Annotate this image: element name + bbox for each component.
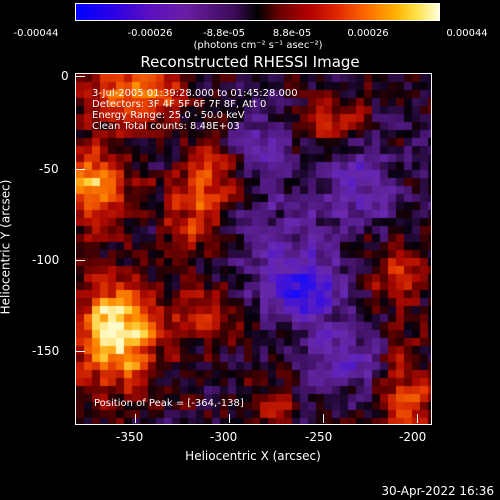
x-tick-mark bbox=[229, 414, 230, 423]
y-tick-label: -150 bbox=[32, 344, 60, 358]
x-axis-label: Heliocentric X (arcsec) bbox=[185, 449, 321, 463]
colorbar-tick: -0.00044 bbox=[13, 28, 59, 39]
y-tick-mark bbox=[76, 351, 85, 352]
colorbar-tick: 0.00044 bbox=[446, 28, 488, 39]
time-range-label: 3-Jul-2005 01:39:28.000 to 01:45:28.000 bbox=[92, 88, 298, 99]
y-tick-label: -100 bbox=[32, 253, 60, 267]
colorbar-tick: 0.00026 bbox=[347, 28, 389, 39]
colorbar-gradient bbox=[75, 3, 440, 21]
y-tick-label: -50 bbox=[39, 162, 59, 176]
x-tick-mark bbox=[323, 414, 324, 423]
clean-counts-label: Clean Total counts: 8.48E+03 bbox=[92, 121, 240, 132]
energy-range-label: Energy Range: 25.0 - 50.0 keV bbox=[92, 110, 245, 121]
image-title: Reconstructed RHESSI Image bbox=[140, 53, 360, 71]
x-tick-mark bbox=[135, 414, 136, 423]
detectors-label: Detectors: 3F 4F 5F 6F 7F 8F, Att 0 bbox=[92, 99, 267, 110]
colorbar-tick: 8.8e-05 bbox=[272, 28, 312, 39]
rhessi-image-canvas bbox=[76, 74, 431, 424]
peak-position-label: Position of Peak = [-364,-138] bbox=[94, 398, 244, 409]
colorbar-tick: -8.8e-05 bbox=[203, 28, 245, 39]
colorbar-tick: -0.00026 bbox=[127, 28, 173, 39]
colorbar-unit-label: (photons cm⁻² s⁻¹ asec⁻²) bbox=[193, 40, 323, 51]
timestamp-footer: 30-Apr-2022 16:36 bbox=[381, 484, 494, 498]
x-tick-label: -200 bbox=[399, 430, 427, 444]
y-tick-mark bbox=[76, 76, 85, 77]
x-tick-label: -300 bbox=[210, 430, 238, 444]
colorbar-scale bbox=[75, 3, 440, 21]
x-tick-label: -350 bbox=[116, 430, 144, 444]
rhessi-image-plot: 3-Jul-2005 01:39:28.000 to 01:45:28.000 … bbox=[75, 73, 432, 425]
y-tick-mark bbox=[76, 260, 85, 261]
y-tick-label: 0 bbox=[61, 69, 69, 83]
y-tick-mark bbox=[76, 169, 85, 170]
x-tick-label: -250 bbox=[305, 430, 333, 444]
y-axis-label: Heliocentric Y (arcsec) bbox=[0, 179, 13, 315]
x-tick-mark bbox=[417, 414, 418, 423]
